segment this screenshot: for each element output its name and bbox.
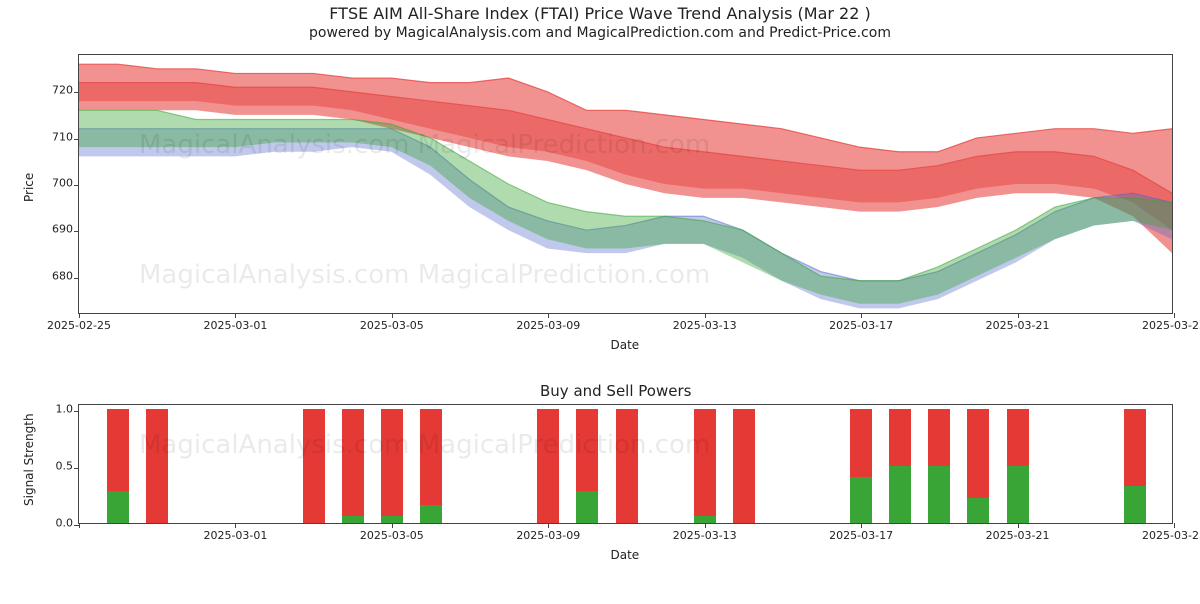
title-block: FTSE AIM All-Share Index (FTAI) Price Wa… (0, 4, 1200, 41)
sell-power-bar (107, 409, 129, 491)
sell-power-bar (420, 409, 442, 505)
panel1-ytick: 710 (29, 130, 79, 143)
panel2-xlabel: Date (611, 548, 640, 562)
panel2-ytick: 0.0 (29, 517, 79, 530)
signal-bar (420, 409, 442, 523)
panel1-xlabel: Date (611, 338, 640, 352)
signal-bar (381, 409, 403, 523)
wave-band-red2 (79, 83, 1172, 230)
sell-power-bar (381, 409, 403, 516)
buy-power-bar (1124, 486, 1146, 523)
buy-power-bar (1007, 466, 1029, 523)
sell-power-bar (889, 409, 911, 466)
wave-bands-svg (79, 55, 1172, 313)
sell-power-bar (146, 409, 168, 523)
sell-power-bar (342, 409, 364, 516)
signal-bar (850, 409, 872, 523)
chart-subtitle: powered by MagicalAnalysis.com and Magic… (0, 25, 1200, 41)
panel1-ylabel: Price (22, 173, 36, 202)
panel2-title: Buy and Sell Powers (540, 382, 691, 400)
buy-power-bar (381, 516, 403, 523)
sell-power-bar (967, 409, 989, 498)
panel1-ytick: 680 (29, 269, 79, 282)
sell-power-bar (576, 409, 598, 491)
panel1-ytick: 700 (29, 177, 79, 190)
buy-power-bar (694, 516, 716, 523)
signal-bar (928, 409, 950, 523)
buy-power-bar (850, 477, 872, 523)
panel2-ytick: 0.5 (29, 459, 79, 472)
signal-bar (616, 409, 638, 523)
sell-power-bar (1007, 409, 1029, 466)
buy-power-bar (576, 491, 598, 523)
buy-power-bar (420, 505, 442, 523)
sell-power-bar (303, 409, 325, 523)
signal-bar (537, 409, 559, 523)
panel2-ylabel: Signal Strength (22, 413, 36, 506)
panel1-ytick: 690 (29, 223, 79, 236)
signal-bar (694, 409, 716, 523)
sell-power-bar (616, 409, 638, 523)
buy-power-bar (889, 466, 911, 523)
signal-bar (967, 409, 989, 523)
signal-bar (303, 409, 325, 523)
signal-bar (342, 409, 364, 523)
sell-power-bar (733, 409, 755, 523)
sell-power-bar (694, 409, 716, 516)
bars-layer (79, 405, 1172, 523)
signal-bar (1124, 409, 1146, 523)
buy-power-bar (967, 498, 989, 523)
chart-title: FTSE AIM All-Share Index (FTAI) Price Wa… (0, 4, 1200, 23)
signal-bar (576, 409, 598, 523)
signal-bar (107, 409, 129, 523)
buy-power-bar (928, 466, 950, 523)
sell-power-bar (1124, 409, 1146, 487)
sell-power-bar (928, 409, 950, 466)
signal-bar (146, 409, 168, 523)
buy-sell-panel: MagicalAnalysis.com MagicalPrediction.co… (78, 404, 1173, 524)
panel1-ytick: 720 (29, 84, 79, 97)
panel2-xtick: 2025-03-25 (1142, 523, 1200, 542)
panel1-xtick: 2025-03-25 (1142, 313, 1200, 332)
sell-power-bar (537, 409, 559, 523)
signal-bar (889, 409, 911, 523)
buy-power-bar (342, 516, 364, 523)
buy-power-bar (107, 491, 129, 523)
signal-bar (733, 409, 755, 523)
panel2-ytick: 1.0 (29, 402, 79, 415)
price-wave-panel: MagicalAnalysis.com MagicalPrediction.co… (78, 54, 1173, 314)
sell-power-bar (850, 409, 872, 478)
signal-bar (1007, 409, 1029, 523)
